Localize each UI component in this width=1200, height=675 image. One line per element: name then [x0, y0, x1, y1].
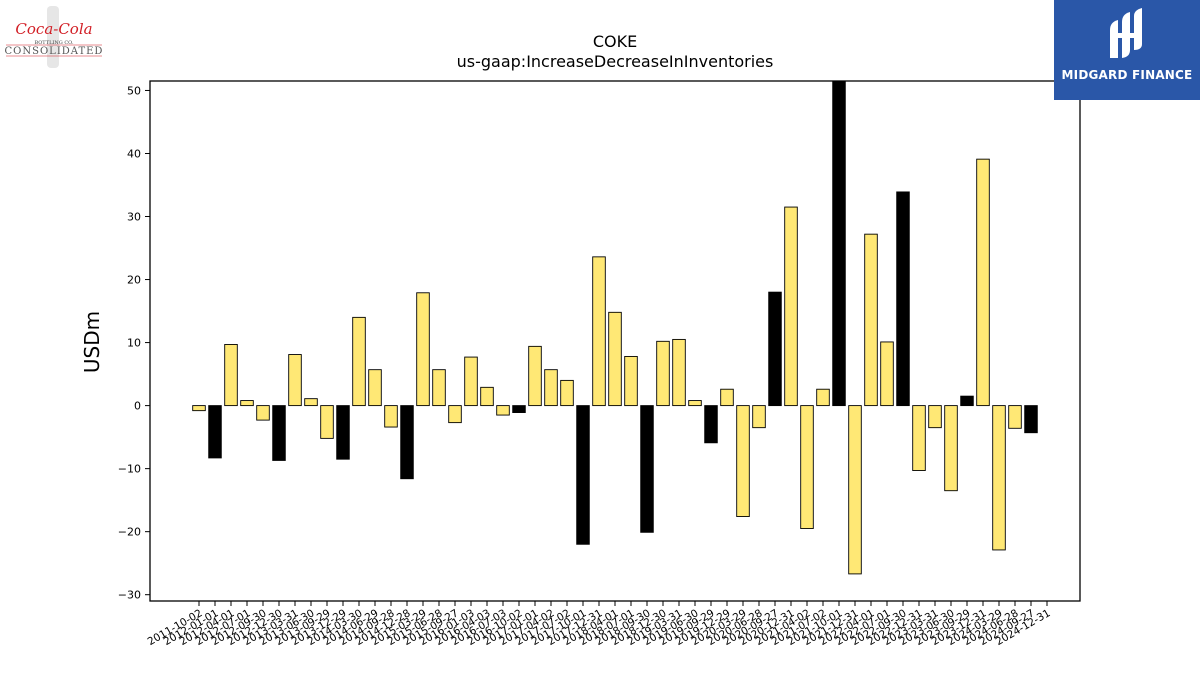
bottle-icon: [47, 6, 59, 68]
bar: [864, 233, 878, 407]
bar: [848, 405, 862, 575]
bar: [192, 405, 206, 412]
bar: [688, 400, 702, 407]
y-tick-label: 40: [127, 147, 141, 160]
y-tick-label: 0: [134, 400, 141, 413]
bar: [368, 369, 382, 407]
bar: [576, 405, 590, 545]
bar: [240, 400, 254, 407]
midgard-finance-text: MIDGARD FINANCE: [1061, 68, 1193, 82]
bar: [976, 158, 990, 407]
bar: [640, 405, 654, 533]
bar: [224, 344, 238, 407]
bar: [208, 405, 222, 459]
logo-consolidated-text: CONSOLIDATED: [5, 46, 104, 57]
bars-group: [192, 80, 1038, 575]
bar: [944, 405, 958, 492]
bar: [880, 341, 894, 407]
y-tick-label: 50: [127, 84, 141, 97]
bar: [608, 311, 622, 407]
bar: [512, 405, 526, 413]
logo-bottling-text: BOTTLING CO.: [34, 40, 74, 46]
bar: [736, 405, 750, 517]
bar: [400, 405, 414, 480]
bar: [720, 388, 734, 407]
bar: [384, 405, 398, 428]
x-axis: 2011-10-022012-01-012012-04-012012-07-01…: [146, 601, 1053, 648]
bar: [896, 191, 910, 407]
bar: [528, 345, 542, 407]
bar: [544, 369, 558, 407]
bar: [672, 338, 686, 407]
bar: [288, 354, 302, 407]
bar: [624, 355, 638, 407]
y-tick-label: −20: [118, 526, 141, 539]
bar: [480, 386, 494, 407]
midgard-mark-icon: [1110, 8, 1142, 58]
bar: [336, 405, 350, 460]
y-axis: −30 −20 −10 0 10 20 30 40 50: [118, 84, 150, 602]
bar: [704, 405, 718, 444]
y-axis-label: USDm: [80, 311, 104, 373]
bar: [1008, 405, 1022, 429]
bar: [320, 405, 334, 439]
chart-title: COKE: [592, 32, 638, 51]
midgard-finance-logo: MIDGARD FINANCE: [1054, 0, 1200, 100]
bar: [816, 388, 830, 407]
bar: [832, 80, 846, 407]
bar: [752, 405, 766, 429]
bar: [928, 405, 942, 429]
bar: [496, 405, 510, 416]
bar: [432, 369, 446, 407]
plot-frame: [149, 80, 1081, 602]
y-tick-label: 10: [127, 337, 141, 350]
y-tick-label: −10: [118, 463, 141, 476]
bar: [992, 405, 1006, 551]
bar: [416, 292, 430, 407]
bar: [592, 256, 606, 407]
bar: [464, 356, 478, 407]
bar: [768, 291, 782, 407]
bar: [656, 340, 670, 407]
coca-cola-consolidated-logo: Coca-Cola BOTTLING CO. CONSOLIDATED: [5, 6, 104, 68]
bar: [304, 398, 318, 407]
bar: [448, 405, 462, 424]
bar: [272, 405, 286, 461]
logo-script-text: Coca-Cola: [15, 20, 92, 38]
bar: [560, 379, 574, 407]
bar: [960, 395, 974, 407]
y-tick-label: 20: [127, 274, 141, 287]
y-tick-label: −30: [118, 589, 141, 602]
bar: [800, 405, 814, 529]
y-tick-label: 30: [127, 211, 141, 224]
bar: [1024, 405, 1038, 434]
bar: [912, 405, 926, 471]
bar: [352, 316, 366, 407]
bar: [256, 405, 270, 421]
bar: [784, 206, 798, 407]
chart-subtitle: us-gaap:IncreaseDecreaseInInventories: [456, 52, 774, 71]
